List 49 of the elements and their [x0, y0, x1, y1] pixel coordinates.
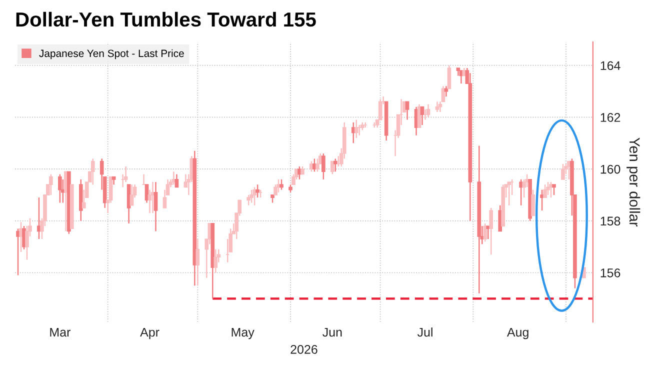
y-tick-label: 160 — [600, 164, 620, 174]
x-tick-label: Mar — [50, 328, 70, 337]
candlestick — [543, 184, 547, 198]
candlestick — [130, 184, 134, 206]
candlestick — [546, 181, 550, 196]
candlestick — [420, 106, 424, 126]
candlestick — [250, 189, 254, 204]
x-tick-label: Jun — [322, 328, 342, 337]
y-tick-label: 164 — [600, 61, 620, 70]
candlestick — [447, 64, 452, 90]
x-tick-label: Jul — [417, 327, 432, 337]
candlestick — [280, 178, 284, 190]
candlestick — [252, 186, 256, 206]
x-tick-label: Apr — [140, 328, 160, 340]
candlestick — [49, 174, 53, 196]
x-tick-label: Aug — [506, 328, 528, 340]
candlestick — [405, 101, 410, 120]
candlestick — [507, 181, 511, 206]
candlestick — [154, 181, 158, 232]
candlestick — [214, 248, 218, 274]
x-axis-title: 2026 — [290, 345, 318, 354]
y-tick-label: 158 — [600, 216, 620, 226]
candlestick — [322, 152, 326, 180]
candlestick — [108, 176, 113, 204]
candlestick — [426, 104, 430, 118]
candlestick — [333, 158, 338, 172]
candlestick — [274, 184, 278, 196]
candlestick — [124, 166, 128, 183]
candlestick — [174, 174, 179, 188]
candlestick — [90, 158, 95, 186]
candlestick — [435, 101, 440, 113]
x-tick-label: May — [232, 328, 254, 340]
candlestick — [196, 238, 200, 286]
candlestick — [531, 189, 535, 216]
candlestick — [489, 207, 494, 256]
candlestick — [330, 160, 334, 175]
chart-title: Dollar-Yen Tumbles Toward 155 — [16, 12, 316, 27]
candlestick — [316, 158, 320, 172]
y-axis-title: Yen per dollar — [626, 138, 640, 226]
candlestick — [552, 184, 556, 196]
candlestick — [246, 194, 250, 206]
candlestick — [483, 222, 488, 242]
candlestick — [256, 184, 260, 198]
candlestick — [354, 119, 358, 139]
y-tick-label: 156 — [600, 268, 620, 278]
legend-label: Japanese Yen Spot - Last Price — [39, 49, 184, 60]
y-tick-label: 162 — [600, 113, 620, 122]
candlestick — [561, 163, 565, 180]
candlestick — [58, 174, 62, 204]
